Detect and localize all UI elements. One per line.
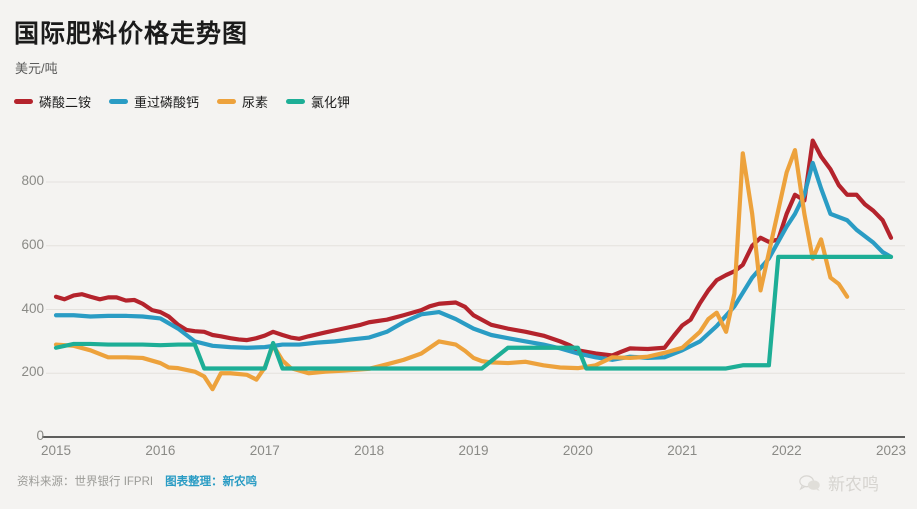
legend-label: 重过磷酸钙 — [134, 95, 200, 110]
x-tick-1: 2016 — [145, 443, 176, 458]
chart-legend: 磷酸二铵 重过磷酸钙 尿素 氯化钾 — [14, 92, 350, 111]
credit-text: 图表整理：新农鸣 — [165, 476, 258, 488]
legend-item-2[interactable]: 尿素 — [217, 92, 268, 111]
legend-item-1[interactable]: 重过磷酸钙 — [109, 92, 199, 111]
y-tick-1: 200 — [21, 364, 44, 380]
x-tick-3: 2018 — [354, 443, 385, 458]
legend-label: 氯化钾 — [311, 95, 351, 110]
chart-unit-label: 美元/吨 — [15, 61, 58, 76]
legend-item-3[interactable]: 氯化钾 — [286, 92, 350, 111]
legend-label: 尿素 — [242, 95, 269, 110]
x-tick-6: 2021 — [667, 443, 698, 458]
legend-label: 磷酸二铵 — [39, 95, 92, 110]
legend-swatch-icon — [286, 99, 306, 104]
x-tick-2: 2017 — [249, 443, 280, 458]
y-tick-3: 600 — [21, 236, 44, 252]
series-line-3 — [53, 254, 894, 371]
legend-item-0[interactable]: 磷酸二铵 — [14, 92, 91, 111]
source-text: 资料来源：世界银行 IFPRI — [17, 476, 154, 488]
series-line-1 — [53, 160, 894, 362]
x-tick-0: 2015 — [40, 443, 72, 458]
x-tick-4: 2019 — [458, 443, 489, 458]
x-tick-7: 2022 — [771, 443, 802, 458]
y-tick-0: 0 — [36, 428, 44, 443]
watermark: 新农鸣 — [799, 470, 879, 495]
chart-footer: 资料来源：世界银行 IFPRI 图表整理：新农鸣 — [17, 473, 257, 489]
wechat-icon — [799, 474, 821, 492]
x-tick-8: 2023 — [875, 443, 907, 458]
page-title: 国际肥料价格走势图 — [14, 20, 249, 48]
series-line-2 — [53, 148, 850, 392]
legend-swatch-icon — [217, 99, 237, 104]
y-tick-4: 800 — [21, 173, 44, 188]
watermark-label: 新农鸣 — [828, 475, 879, 494]
legend-swatch-icon — [14, 99, 33, 104]
legend-swatch-icon — [109, 99, 129, 104]
series-line-0 — [53, 138, 894, 358]
y-tick-2: 400 — [21, 300, 44, 316]
x-tick-5: 2020 — [562, 443, 593, 458]
